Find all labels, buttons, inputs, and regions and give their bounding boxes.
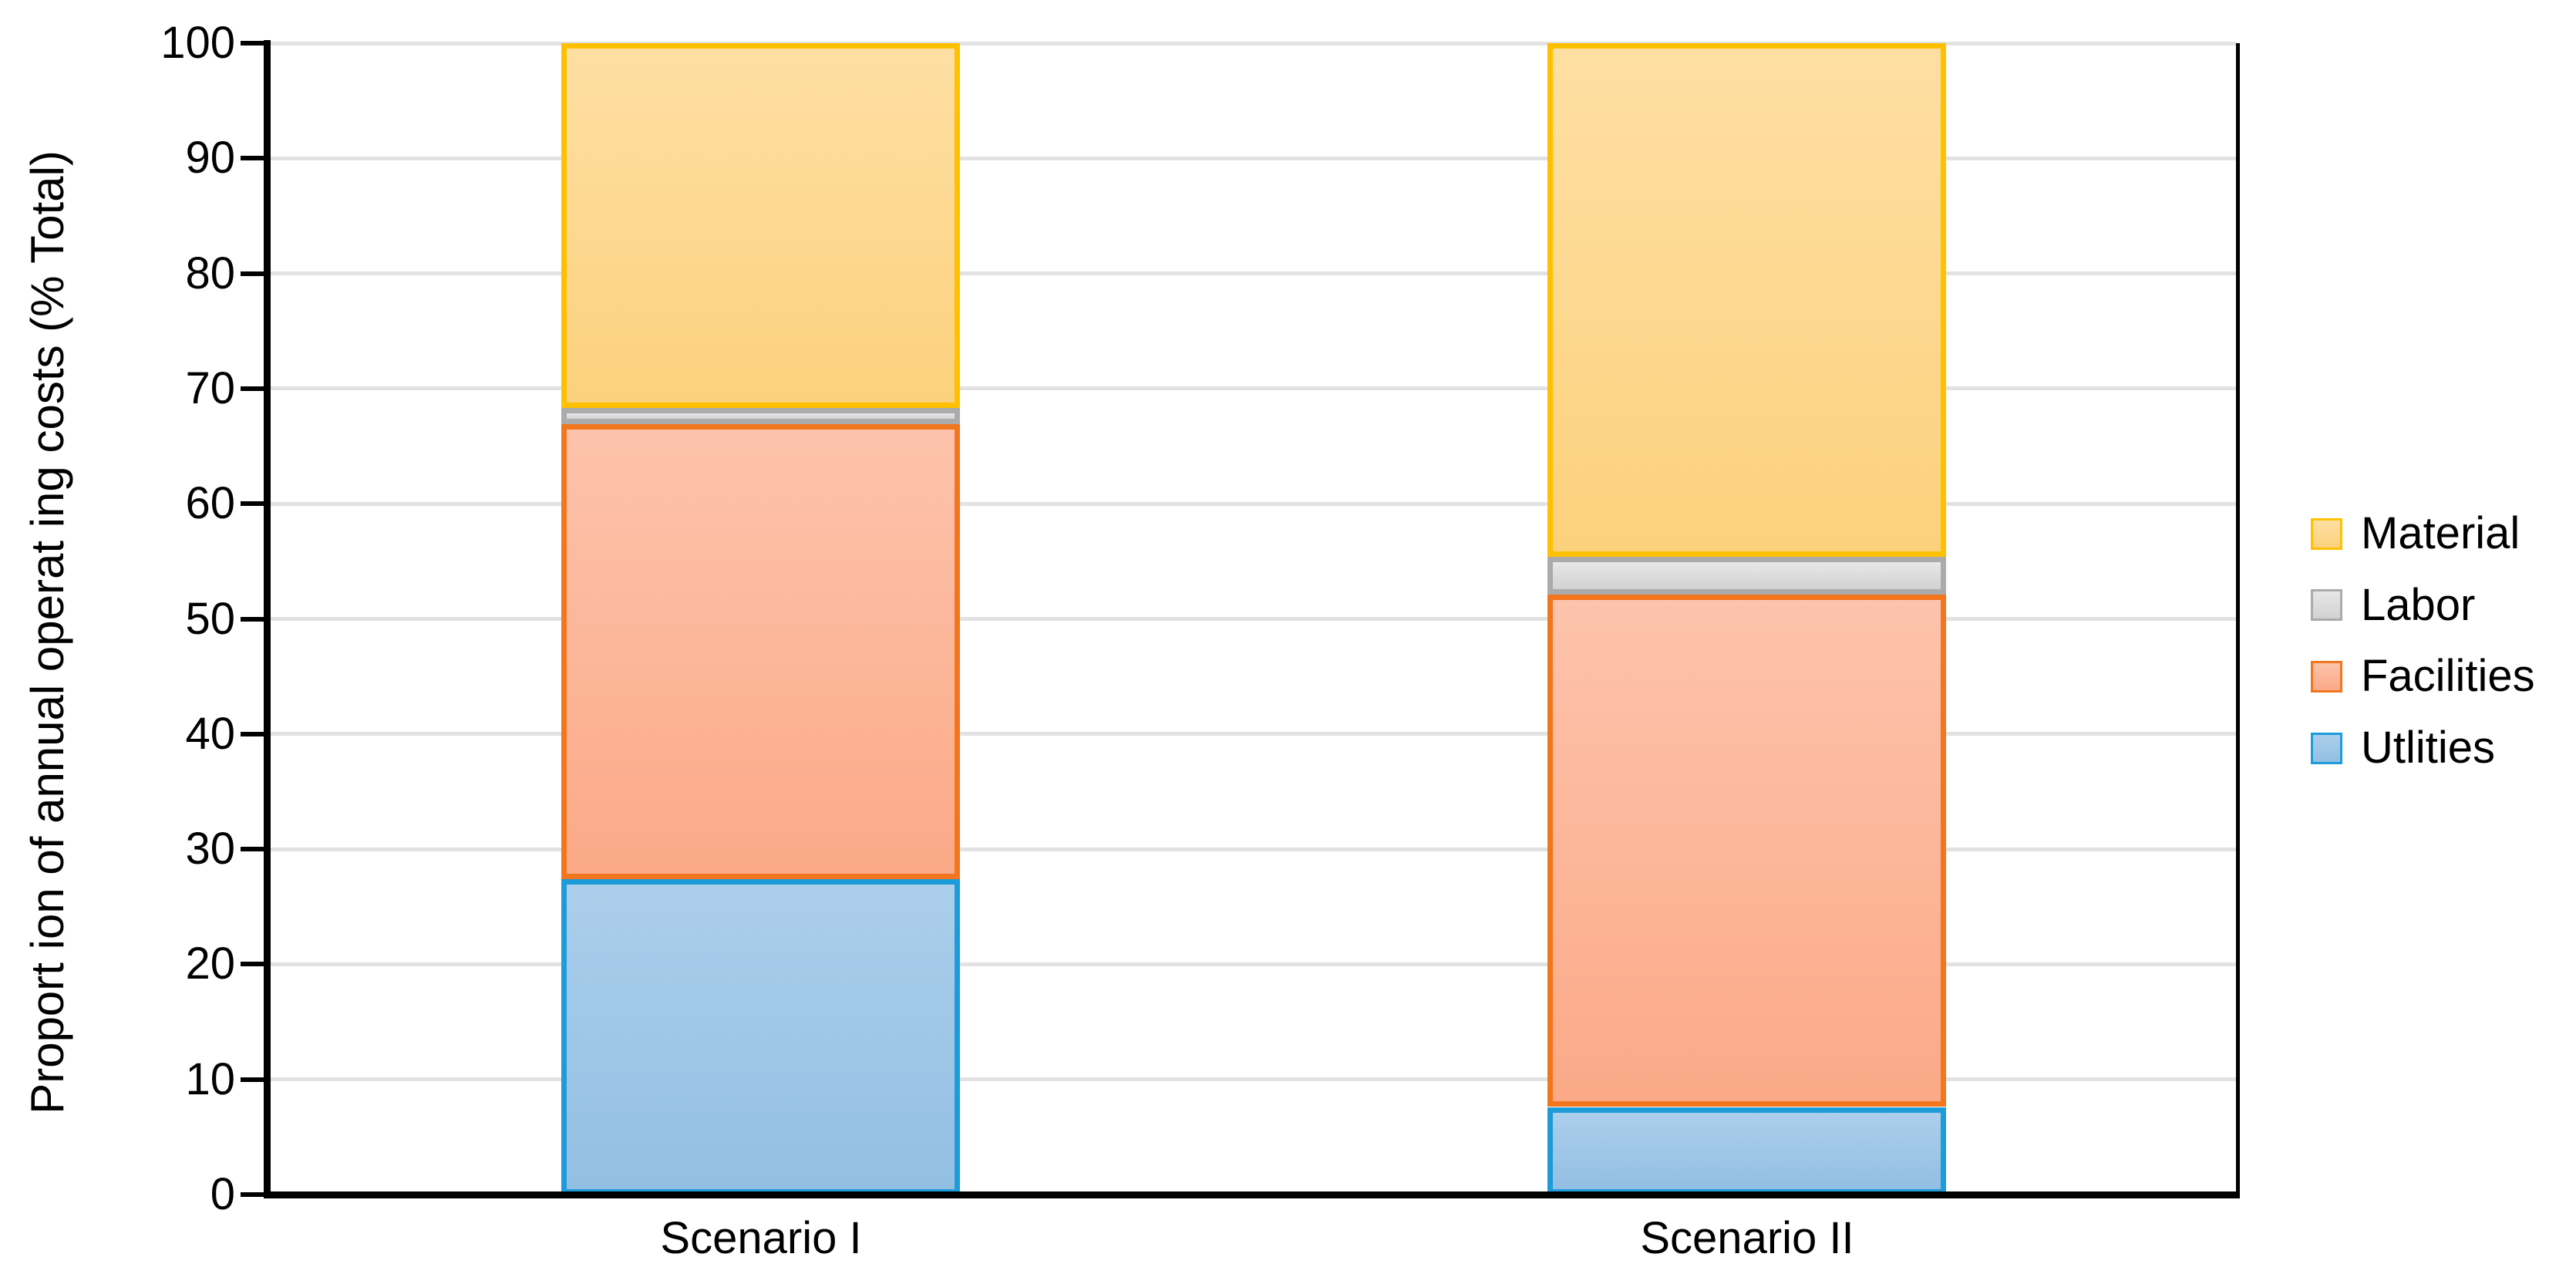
y-tick-label-80: 80 bbox=[185, 248, 235, 298]
y-tick-10 bbox=[241, 1077, 268, 1082]
gridline-90 bbox=[271, 157, 2236, 160]
y-tick-label-10: 10 bbox=[185, 1054, 235, 1104]
gridline-80 bbox=[271, 271, 2236, 275]
y-tick-0 bbox=[241, 1192, 268, 1197]
bar-segment-scenario-ii-facilities bbox=[1547, 595, 1946, 1107]
gridline-40 bbox=[271, 732, 2236, 736]
y-tick-label-50: 50 bbox=[185, 594, 235, 644]
x-axis-line bbox=[264, 1191, 2240, 1198]
legend-label-facilities: Facilities bbox=[2361, 651, 2535, 701]
y-tick-30 bbox=[241, 847, 268, 851]
y-tick-40 bbox=[241, 732, 268, 736]
y-tick-50 bbox=[241, 617, 268, 622]
legend-swatch-labor bbox=[2311, 589, 2342, 621]
bar-segment-scenario-i-facilities bbox=[561, 424, 960, 879]
x-category-label-2: Scenario II bbox=[1640, 1213, 1854, 1263]
plot-right-border bbox=[2236, 43, 2240, 1195]
y-tick-label-90: 90 bbox=[185, 133, 235, 183]
y-tick-label-20: 20 bbox=[185, 939, 235, 989]
y-tick-90 bbox=[241, 156, 268, 160]
y-tick-label-60: 60 bbox=[185, 478, 235, 528]
legend-label-labor: Labor bbox=[2361, 580, 2476, 630]
gridline-50 bbox=[271, 617, 2236, 621]
legend-swatch-material bbox=[2311, 518, 2342, 550]
y-tick-80 bbox=[241, 271, 268, 276]
bar-segment-scenario-i-material bbox=[561, 43, 960, 408]
bar-segment-scenario-i-utlities bbox=[561, 879, 960, 1195]
y-tick-label-100: 100 bbox=[160, 18, 235, 68]
y-tick-label-70: 70 bbox=[185, 363, 235, 413]
bar-segment-scenario-i-labor bbox=[561, 408, 960, 424]
gridline-100 bbox=[271, 42, 2236, 46]
gridline-20 bbox=[271, 962, 2236, 966]
y-tick-20 bbox=[241, 962, 268, 966]
y-tick-label-30: 30 bbox=[185, 824, 235, 874]
bar-segment-scenario-ii-material bbox=[1547, 43, 1946, 557]
legend-label-material: Material bbox=[2361, 508, 2520, 558]
y-tick-label-0: 0 bbox=[210, 1169, 235, 1219]
gridline-30 bbox=[271, 848, 2236, 851]
y-tick-label-40: 40 bbox=[185, 709, 235, 759]
gridline-10 bbox=[271, 1077, 2236, 1081]
gridline-60 bbox=[271, 502, 2236, 506]
legend-label-utlities: Utlities bbox=[2361, 723, 2496, 773]
gridline-70 bbox=[271, 386, 2236, 390]
y-tick-60 bbox=[241, 501, 268, 506]
legend-swatch-utlities bbox=[2311, 733, 2342, 764]
bar-segment-scenario-ii-labor bbox=[1547, 557, 1946, 595]
y-tick-70 bbox=[241, 386, 268, 391]
legend-swatch-facilities bbox=[2311, 661, 2342, 693]
x-category-label-1: Scenario I bbox=[660, 1213, 862, 1263]
y-tick-100 bbox=[241, 41, 268, 46]
